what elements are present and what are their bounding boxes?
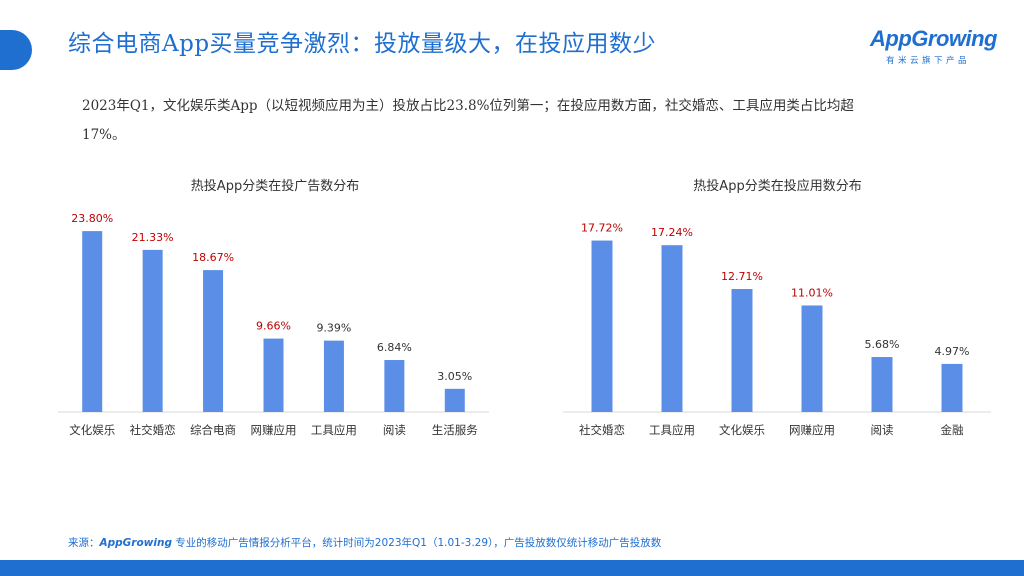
data-label-4: 11.01% [791, 286, 833, 299]
category-label-6: 金融 [941, 423, 964, 437]
bar-3 [203, 270, 224, 412]
ad-count-chart-svg: 热投App分类在投广告数分布 23.80% 文化娱乐 21.33% 社交婚恋 18.67%… [58, 178, 489, 437]
category-label-4: 网赚应用 [251, 423, 297, 437]
data-label-2: 17.24% [651, 226, 693, 239]
chart-title: 热投App分类在投广告数分布 [191, 178, 359, 194]
category-label-3: 文化娱乐 [719, 423, 765, 437]
page-title: 综合电商App买量竞争激烈：投放量级大，在投应用数少 [68, 31, 657, 57]
data-label-5: 5.68% [865, 338, 900, 351]
bar-4 [263, 338, 284, 412]
bar-3 [731, 289, 753, 412]
bar-2 [661, 245, 683, 412]
bar-5 [323, 340, 344, 412]
category-label-5: 工具应用 [311, 423, 357, 437]
data-label-6: 6.84% [377, 341, 412, 354]
logo-text: AppGrowing [870, 26, 997, 51]
source-text: 专业的移动广告情报分析平台，统计时间为2023年Q1（1.01-3.29），广告… [171, 537, 662, 549]
ad-count-chart: 热投App分类在投广告数分布 23.80% 文化娱乐 21.33% 社交婚恋 18.67%… [58, 170, 490, 450]
chart-title: 热投App分类在投应用数分布 [693, 178, 861, 194]
bar-4 [801, 305, 823, 412]
category-label-2: 工具应用 [649, 423, 695, 437]
category-label-1: 文化娱乐 [69, 423, 115, 437]
bottom-bar [0, 560, 1024, 576]
data-label-6: 4.97% [935, 345, 970, 358]
category-label-1: 社交婚恋 [579, 423, 625, 437]
category-label-7: 生活服务 [432, 423, 478, 437]
data-label-3: 12.71% [721, 270, 763, 283]
data-label-4: 9.66% [256, 320, 291, 333]
appgrowing-logo: AppGrowing 有米云旗下产品 [870, 26, 997, 72]
summary-text: 2023年Q1，文化娱乐类App（以短视频应用为主）投放占比23.8%位列第一；… [82, 98, 854, 143]
category-label-6: 阅读 [383, 423, 406, 437]
bar-1 [82, 231, 103, 412]
bar-2 [142, 249, 163, 412]
bar-1 [591, 240, 613, 412]
source-prefix: 来源： [68, 537, 100, 549]
data-label-2: 21.33% [132, 231, 174, 244]
bar-5 [871, 357, 893, 412]
bar-7 [444, 388, 465, 412]
data-label-5: 9.39% [316, 322, 351, 335]
category-label-3: 综合电商 [190, 423, 236, 437]
data-label-3: 18.67% [192, 251, 234, 264]
category-label-4: 网赚应用 [789, 423, 835, 437]
data-label-1: 17.72% [581, 222, 623, 235]
data-label-7: 3.05% [437, 370, 472, 383]
logo-subtitle: 有米云旗下产品 [886, 56, 971, 66]
category-label-5: 阅读 [871, 423, 894, 437]
bar-6 [941, 363, 963, 412]
source-brand: AppGrowing [99, 537, 172, 549]
category-label-2: 社交婚恋 [130, 423, 176, 437]
left-accent-tab [0, 30, 32, 70]
app-count-chart-svg: 热投App分类在投应用数分布 17.72% 社交婚恋 17.24% 工具应用 12.71%… [563, 178, 991, 437]
source-note: 来源：AppGrowing 专业的移动广告情报分析平台，统计时间为2023年Q1… [68, 535, 661, 550]
app-count-chart: 热投App分类在投应用数分布 17.72% 社交婚恋 17.24% 工具应用 12.71%… [563, 170, 991, 450]
data-label-1: 23.80% [71, 212, 113, 225]
bar-6 [384, 360, 405, 412]
